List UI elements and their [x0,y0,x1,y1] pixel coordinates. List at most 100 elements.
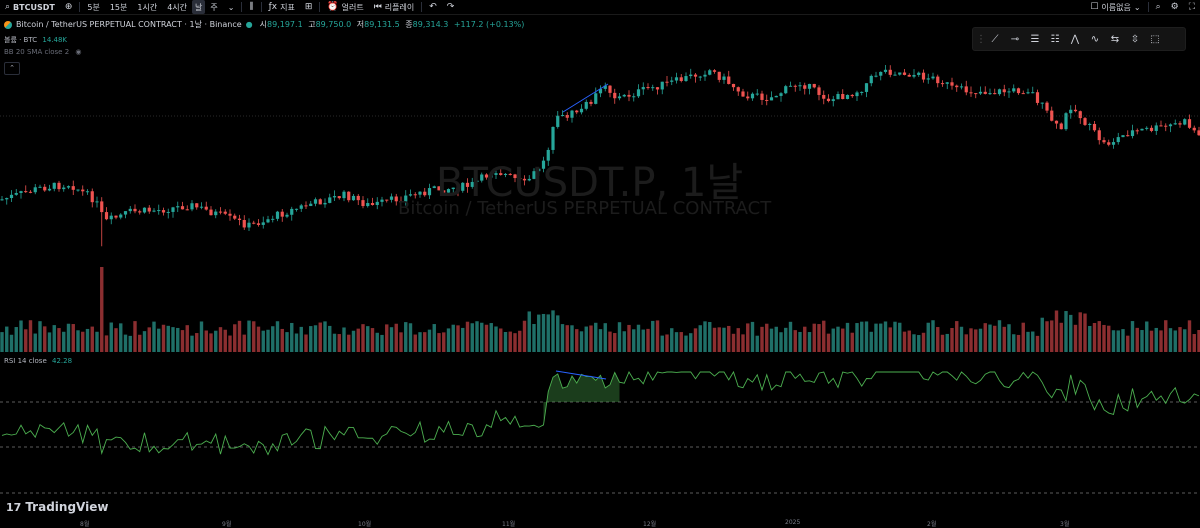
volume-bar [503,331,508,352]
trendline-icon: ⟋ [991,33,999,45]
projection-tool[interactable]: ⇆ [1105,30,1125,48]
chart-type-button[interactable]: ⫼ [244,0,258,14]
rsi-legend[interactable]: RSI 14 close 42.28 [4,357,73,365]
candle-body [489,174,493,178]
volume-bar [161,324,166,352]
candle-body [38,186,42,188]
elliott-tool[interactable]: ∿ [1085,30,1105,48]
volume-bar [1140,330,1144,352]
volume-bar [337,334,341,352]
volume-bar [689,333,693,352]
tradingview-logo-icon: 17 [6,500,22,514]
volume-bar [157,328,161,352]
volume-bar [727,325,731,352]
candle-body [95,201,99,203]
axis-label-month: 3월 [1060,521,1070,528]
candle-body [570,110,574,118]
pattern-tool[interactable]: ⋀ [1065,30,1085,48]
indicators-button[interactable]: ƒx 지표 [268,2,295,12]
volume-bar [684,335,688,352]
volume-bar [47,332,52,352]
volume-bar [171,327,175,352]
candle-body [5,198,9,200]
candle-body [774,95,778,98]
alert-icon: ⏰ [327,2,339,12]
interval-1h[interactable]: 1시간 [137,2,158,12]
candle-body [176,206,180,208]
interval-1w[interactable]: 주 [210,2,218,12]
eye-icon[interactable]: ◉ [75,48,82,56]
candle-body [627,94,631,97]
axis-label-month: 8월 [80,521,90,528]
candle-body [679,77,683,81]
drag-handle-icon[interactable]: ⋮ [976,33,986,45]
rectangle-tool[interactable]: ⬚ [1145,30,1165,48]
volume-bar [665,334,669,352]
settings-button[interactable]: ⚙ [1166,0,1184,14]
candle-body [71,186,75,190]
volume-bar [641,329,645,352]
templates-button[interactable]: ⊞ [300,0,318,14]
compare-button[interactable]: ⊕ [60,0,78,14]
trendline-tool[interactable]: ⟋ [985,30,1005,48]
symbol-search[interactable]: ⌕ BTCUSDT [0,0,60,14]
undo-button[interactable]: ↶ [424,0,442,14]
main-legend: Bitcoin / TetherUS PERPETUAL CONTRACT · … [4,19,524,30]
interval-4h[interactable]: 4시간 [167,2,187,12]
fib-extension-tool[interactable]: ☷ [1045,30,1065,48]
quick-search-button[interactable]: ⌕ [1151,0,1166,14]
replay-button[interactable]: ⏮ 리플레이 [373,2,415,12]
volume-bar [119,323,123,352]
rsi-line [1,370,1200,456]
symbol-title[interactable]: Bitcoin / TetherUS PERPETUAL CONTRACT · … [16,20,242,29]
interval-1d[interactable]: 날 [192,0,206,14]
candle-body [632,96,636,98]
collapse-legend-button[interactable]: ⌃ [4,62,20,75]
volume-bar [1054,310,1059,352]
volume-bar [950,328,954,352]
volume-bar [1069,314,1073,352]
candle-body [470,181,474,187]
volume-legend[interactable]: 볼륨 · BTC 14.48K [4,36,67,44]
volume-bar [636,324,641,352]
interval-15m[interactable]: 15분 [109,2,128,12]
volume-bar [470,323,474,352]
bb-legend[interactable]: BB 20 SMA close 2 ◉ [4,48,82,56]
volume-bar [988,324,992,352]
candle-body [209,209,213,216]
volume-bar [451,324,455,352]
volume-bar [432,324,436,352]
volume-bar [271,326,275,352]
volume-bar [166,325,170,352]
candle-body [223,211,227,214]
candle-body [513,174,517,179]
interval-5m[interactable]: 5분 [87,2,100,12]
volume-bar [95,331,99,352]
candle-body [1073,109,1078,112]
layout-button[interactable]: ☐ 이름없음 ⌄ [1090,2,1141,12]
volume-bar [655,320,660,352]
volume-bar [1002,326,1006,352]
tradingview-brand[interactable]: 17 TradingView [6,500,109,514]
interval-dropdown[interactable]: ⌄ [223,0,240,14]
fullscreen-button[interactable]: ⛶ [1184,0,1200,14]
candle-body [1183,119,1187,125]
volume-bar [584,326,588,352]
volume-bar [845,322,850,352]
redo-button[interactable]: ↷ [442,0,460,14]
volume-bar [1026,331,1030,352]
volume-bar [1007,324,1011,352]
volume-bar [38,321,42,352]
fib-tool[interactable]: ☰ [1025,30,1045,48]
horizontal-ray-tool[interactable]: ⊸ [1005,30,1025,48]
volume-bar [974,329,978,352]
alert-button[interactable]: ⏰ 얼러트 [327,2,364,12]
candle-body [917,72,921,75]
price-range-tool[interactable]: ⇳ [1125,30,1145,48]
volume-bar [280,328,284,352]
candle-body [309,203,313,207]
candle-body [955,85,959,88]
volume-bar [722,327,726,352]
volume-bar [176,327,180,352]
